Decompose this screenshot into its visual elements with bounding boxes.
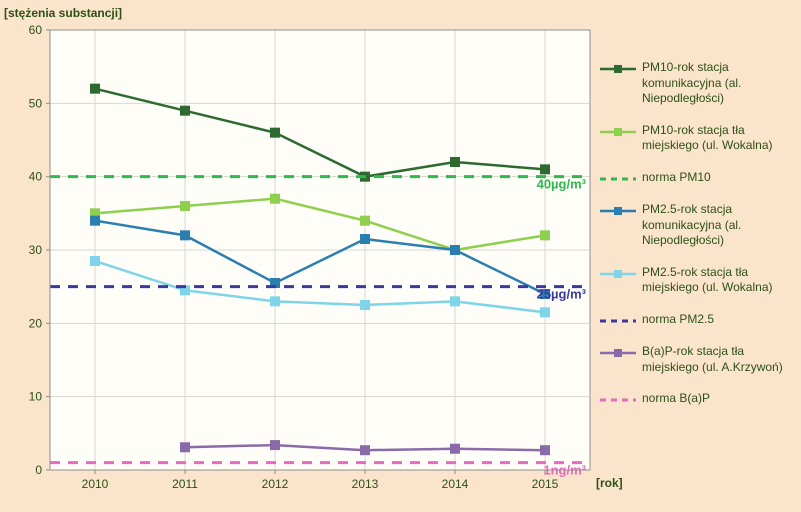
svg-text:2015: 2015	[532, 477, 559, 491]
svg-text:10: 10	[29, 390, 43, 404]
chart-page: 0 10 20 30 40 50 60 2010 2011 2012 2013 2014 2015 40µ…	[0, 0, 801, 512]
svg-text:0: 0	[35, 463, 42, 477]
legend-marker-icon	[600, 346, 636, 360]
legend-marker-icon	[600, 393, 636, 407]
chart-area: 0 10 20 30 40 50 60 2010 2011 2012 2013 2014 2015 40µ…	[0, 0, 600, 512]
legend-marker-icon	[600, 267, 636, 281]
legend-label: PM2.5-rok stacja komunikacyjna (al. Niep…	[642, 202, 801, 249]
svg-text:40µg/m³: 40µg/m³	[537, 177, 587, 192]
svg-text:2010: 2010	[82, 477, 109, 491]
legend-label: PM10-rok stacja komunikacyjna (al. Niepo…	[642, 60, 801, 107]
legend-item: norma PM10	[600, 170, 801, 186]
svg-text:20: 20	[29, 316, 43, 330]
legend-label: norma PM10	[642, 170, 801, 186]
y-axis-title: [stężenia substancji]	[4, 6, 122, 20]
svg-text:25µg/m³: 25µg/m³	[537, 287, 587, 302]
legend-label: B(a)P-rok stacja tła miejskiego (ul. A.K…	[642, 344, 801, 375]
legend-label: norma PM2.5	[642, 312, 801, 328]
legend-label: PM2.5-rok stacja tła miejskiego (ul. Wok…	[642, 265, 801, 296]
legend-item: PM2.5-rok stacja tła miejskiego (ul. Wok…	[600, 265, 801, 296]
line-chart: 0 10 20 30 40 50 60 2010 2011 2012 2013 2014 2015 40µ…	[0, 0, 600, 512]
legend-item: PM2.5-rok stacja komunikacyjna (al. Niep…	[600, 202, 801, 249]
svg-text:60: 60	[29, 23, 43, 37]
legend-label: PM10-rok stacja tła miejskiego (ul. Woka…	[642, 123, 801, 154]
svg-text:2012: 2012	[262, 477, 289, 491]
svg-text:50: 50	[29, 96, 43, 110]
legend-marker-icon	[600, 62, 636, 76]
legend-label: norma B(a)P	[642, 391, 801, 407]
legend-marker-icon	[600, 125, 636, 139]
legend-item: PM10-rok stacja tła miejskiego (ul. Woka…	[600, 123, 801, 154]
svg-text:2013: 2013	[352, 477, 379, 491]
legend-area: PM10-rok stacja komunikacyjna (al. Niepo…	[600, 0, 801, 512]
svg-text:2011: 2011	[172, 477, 198, 491]
legend-item: norma PM2.5	[600, 312, 801, 328]
svg-text:40: 40	[29, 170, 43, 184]
legend-item: B(a)P-rok stacja tła miejskiego (ul. A.K…	[600, 344, 801, 375]
legend-marker-icon	[600, 172, 636, 186]
legend-item: PM10-rok stacja komunikacyjna (al. Niepo…	[600, 60, 801, 107]
svg-text:2014: 2014	[442, 477, 469, 491]
legend-marker-icon	[600, 314, 636, 328]
svg-text:30: 30	[29, 243, 43, 257]
x-axis-title: [rok]	[596, 476, 623, 490]
legend-item: norma B(a)P	[600, 391, 801, 407]
legend-marker-icon	[600, 204, 636, 218]
